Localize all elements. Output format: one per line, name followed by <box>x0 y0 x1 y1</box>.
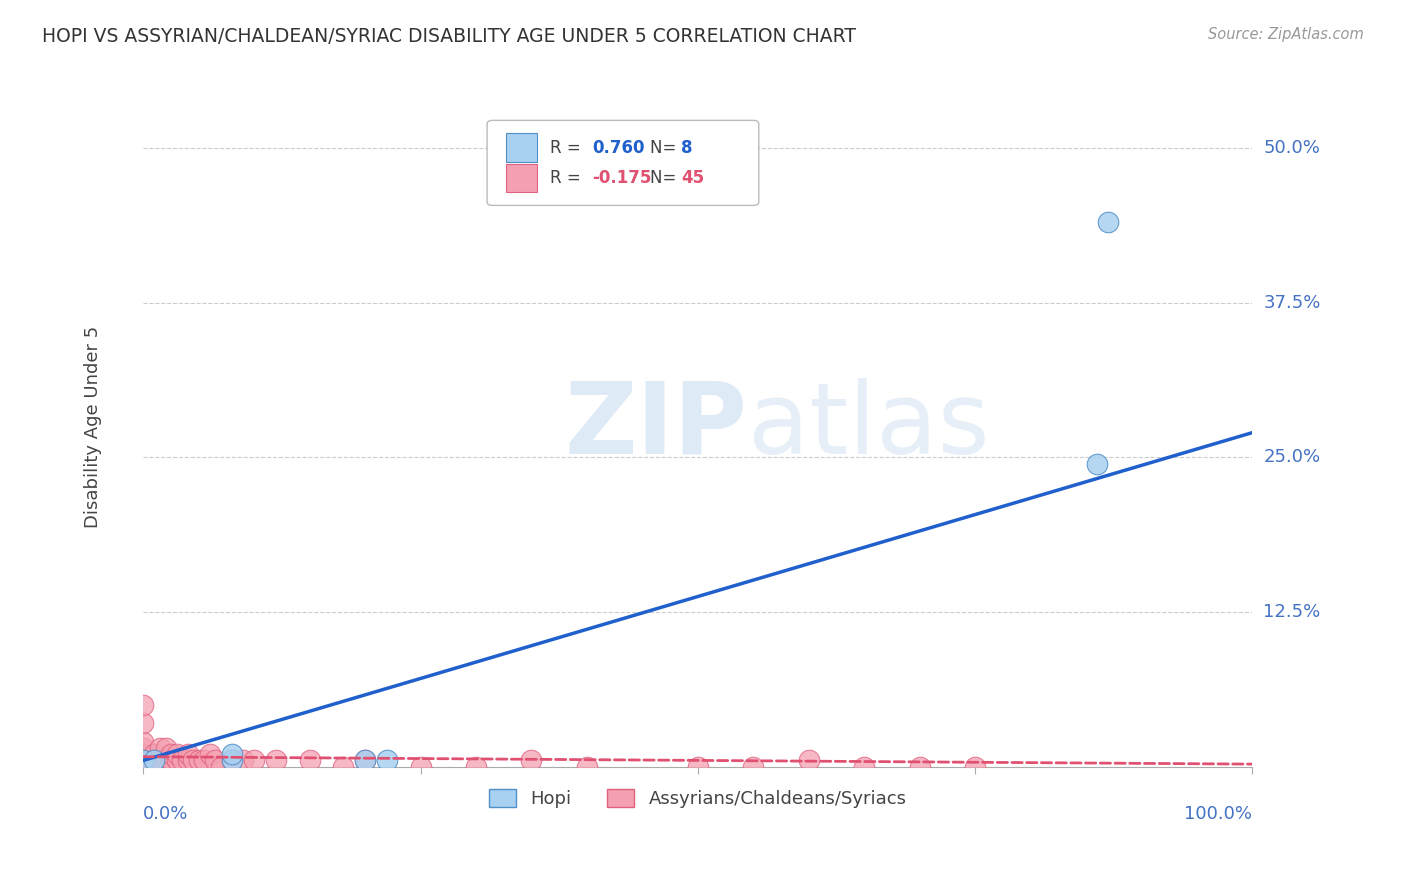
Point <box>465 759 488 773</box>
FancyBboxPatch shape <box>506 164 537 193</box>
Point <box>176 753 198 767</box>
Point <box>520 753 543 767</box>
Text: 0.760: 0.760 <box>592 138 645 157</box>
Point <box>160 753 183 767</box>
FancyBboxPatch shape <box>506 133 537 161</box>
Point <box>354 753 377 767</box>
Text: ZIP: ZIP <box>565 378 748 475</box>
Point <box>132 716 155 731</box>
Point <box>143 747 166 762</box>
Point <box>797 753 820 767</box>
Point <box>160 747 183 762</box>
Text: N=: N= <box>650 169 682 187</box>
Point <box>149 753 172 767</box>
Point <box>853 759 876 773</box>
Point <box>742 759 765 773</box>
Text: 8: 8 <box>681 138 693 157</box>
Point <box>686 759 709 773</box>
Point <box>176 747 198 762</box>
Point <box>204 753 226 767</box>
Point <box>132 753 155 767</box>
Point <box>155 741 177 756</box>
Point <box>132 741 155 756</box>
Text: 45: 45 <box>681 169 704 187</box>
Text: 25.0%: 25.0% <box>1264 449 1320 467</box>
Point <box>332 759 354 773</box>
Point <box>908 759 931 773</box>
Text: R =: R = <box>550 169 586 187</box>
Point <box>143 753 166 767</box>
Text: -0.175: -0.175 <box>592 169 652 187</box>
Point <box>209 759 232 773</box>
Point <box>143 759 166 773</box>
Text: R =: R = <box>550 138 586 157</box>
Point <box>1097 215 1119 229</box>
Point <box>181 753 204 767</box>
Text: N=: N= <box>650 138 682 157</box>
Point <box>138 753 160 767</box>
Point <box>221 753 243 767</box>
Text: Source: ZipAtlas.com: Source: ZipAtlas.com <box>1208 27 1364 42</box>
Point <box>266 753 288 767</box>
Point <box>132 747 155 762</box>
Point <box>132 698 155 712</box>
Point <box>187 753 209 767</box>
Point <box>155 753 177 767</box>
Text: 37.5%: 37.5% <box>1264 293 1320 312</box>
Point <box>198 747 221 762</box>
Point <box>409 759 432 773</box>
Point <box>221 753 243 767</box>
Point <box>132 753 155 767</box>
Point <box>138 759 160 773</box>
Point <box>193 753 215 767</box>
Text: Disability Age Under 5: Disability Age Under 5 <box>84 326 103 527</box>
Text: 50.0%: 50.0% <box>1264 139 1320 157</box>
Point <box>149 741 172 756</box>
Point <box>172 753 194 767</box>
Point <box>132 735 155 749</box>
Text: 0.0%: 0.0% <box>143 805 188 823</box>
Point <box>166 753 188 767</box>
Point <box>143 753 166 767</box>
Text: 100.0%: 100.0% <box>1184 805 1253 823</box>
Point <box>354 753 377 767</box>
Text: atlas: atlas <box>748 378 990 475</box>
Point <box>243 753 266 767</box>
Point <box>298 753 321 767</box>
Point <box>575 759 598 773</box>
Legend: Hopi, Assyrians/Chaldeans/Syriacs: Hopi, Assyrians/Chaldeans/Syriacs <box>481 781 914 815</box>
Point <box>221 747 243 762</box>
Point <box>963 759 986 773</box>
Text: 12.5%: 12.5% <box>1264 603 1320 621</box>
FancyBboxPatch shape <box>486 120 759 205</box>
Text: HOPI VS ASSYRIAN/CHALDEAN/SYRIAC DISABILITY AGE UNDER 5 CORRELATION CHART: HOPI VS ASSYRIAN/CHALDEAN/SYRIAC DISABIL… <box>42 27 856 45</box>
Point <box>166 747 188 762</box>
Point <box>375 753 398 767</box>
Point <box>1085 457 1108 471</box>
Point <box>232 753 254 767</box>
